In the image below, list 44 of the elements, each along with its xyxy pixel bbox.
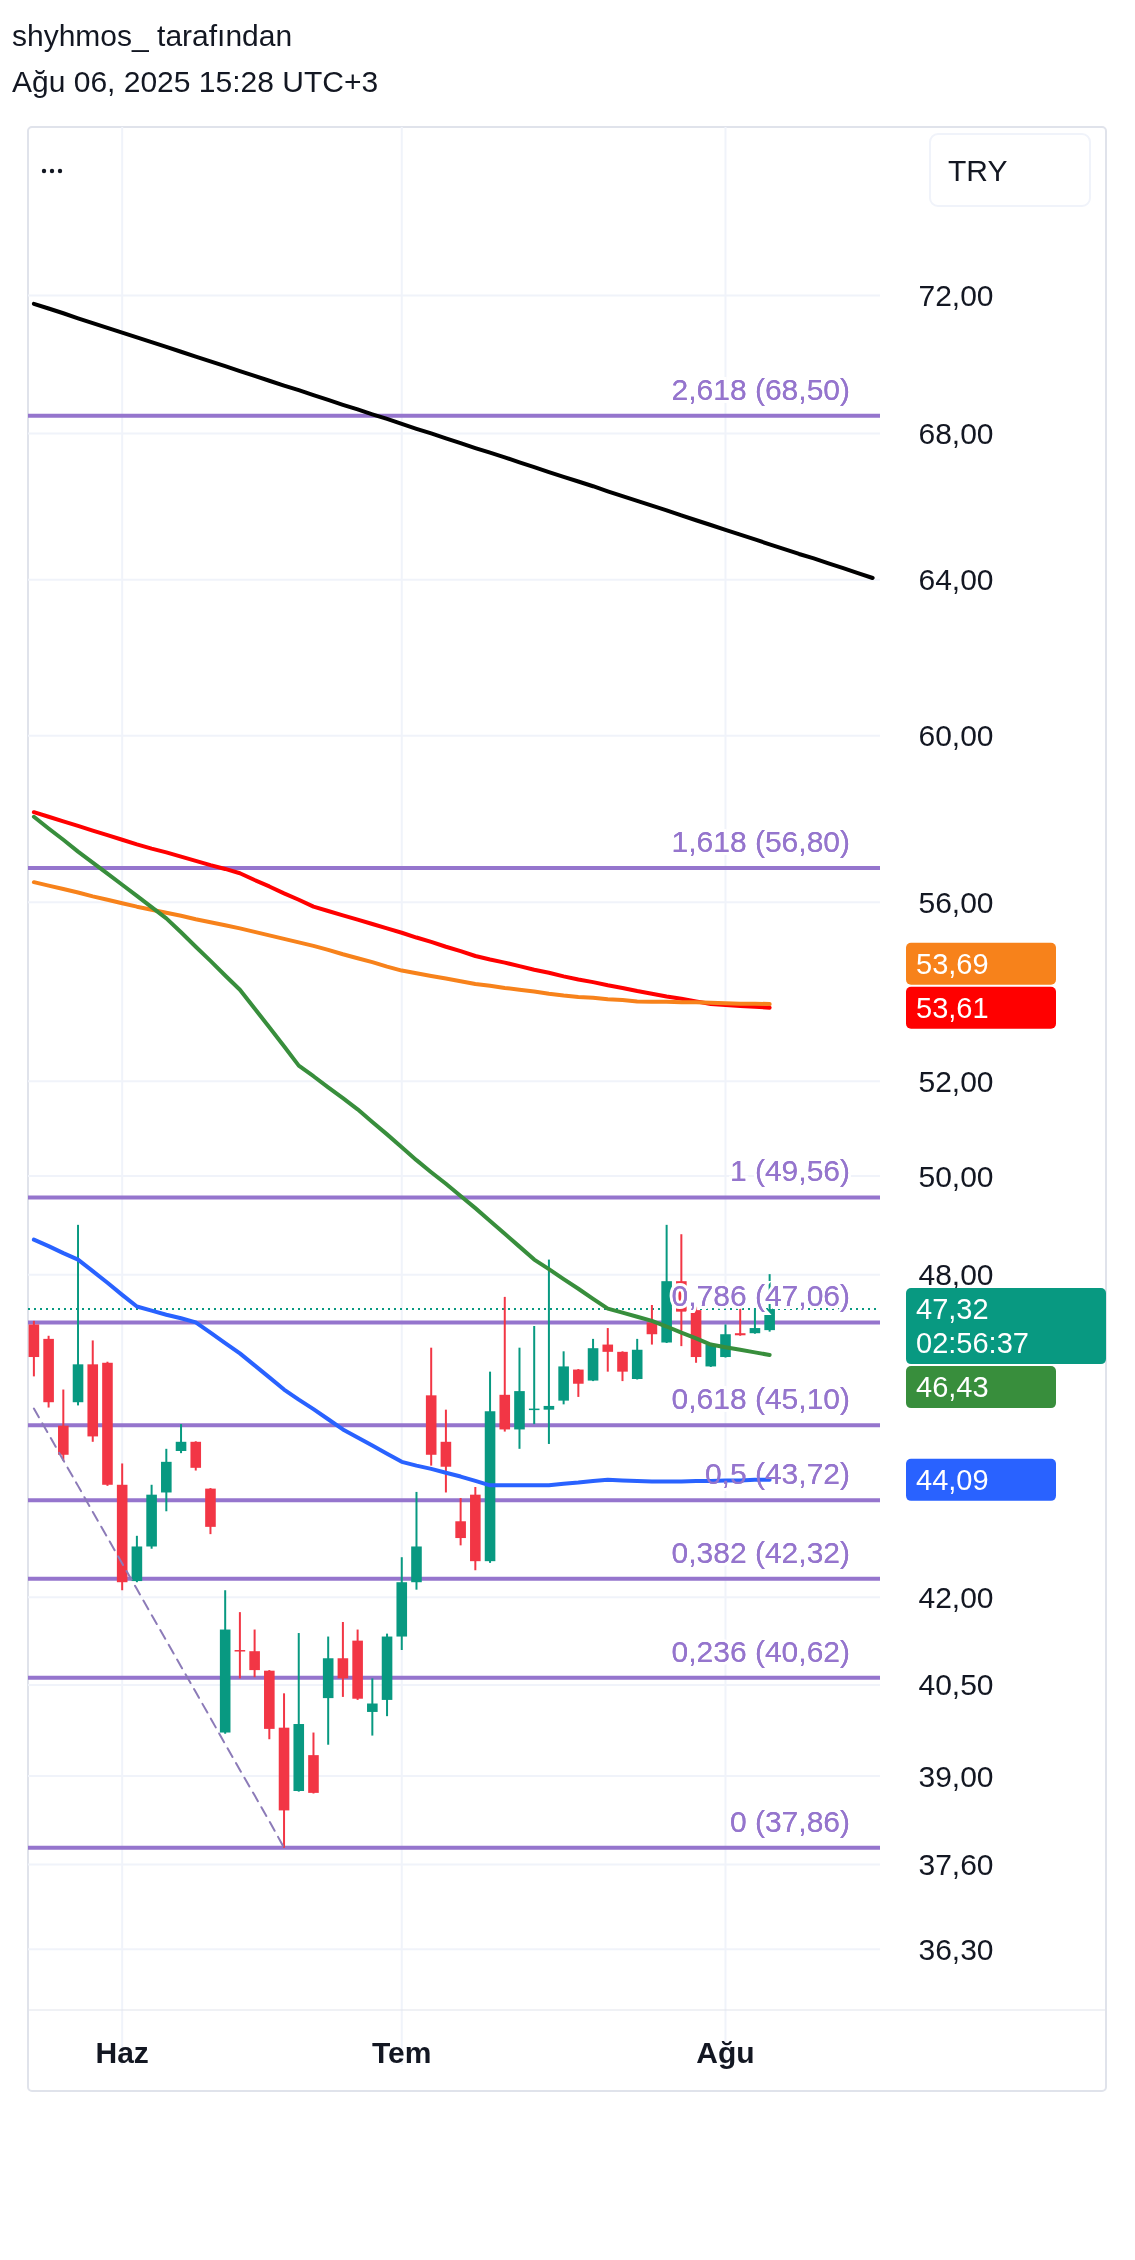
line-series bbox=[31, 301, 875, 580]
chart-subtitle: Ağu 06, 2025 15:28 UTC+3 bbox=[12, 65, 379, 98]
x-tick-label: Tem bbox=[372, 2036, 432, 2069]
candlestick bbox=[337, 1620, 349, 1698]
line-series bbox=[32, 1407, 286, 1849]
y-tick-label: 68,00 bbox=[918, 416, 994, 450]
ref-line-label: 0,618 (45,10) bbox=[671, 1382, 850, 1416]
chart-title: shyhmos_ tarafından bbox=[12, 19, 293, 52]
x-tick-label: Ağu bbox=[696, 2036, 755, 2069]
ref-line-label: 0 (37,86) bbox=[729, 1804, 850, 1838]
y-tick-label: 64,00 bbox=[918, 563, 994, 597]
text: 46,43 bbox=[916, 1371, 989, 1404]
ref-line-label: 1,618 (56,80) bbox=[671, 825, 850, 859]
ref-line-label: 0,236 (40,62) bbox=[671, 1634, 850, 1668]
y-tick-label: 39,00 bbox=[918, 1759, 994, 1793]
ref-line-label: 0,382 (42,32) bbox=[671, 1535, 850, 1569]
y-tick-label: 36,30 bbox=[918, 1932, 994, 1966]
text: 44,09 bbox=[916, 1463, 989, 1496]
y-tick-label: 50,00 bbox=[918, 1159, 994, 1193]
candlestick bbox=[455, 1496, 466, 1547]
candlestick bbox=[602, 1327, 614, 1373]
line-series bbox=[31, 880, 772, 1007]
ref-line-label: 1 (49,56) bbox=[729, 1154, 850, 1188]
candlestick bbox=[234, 1611, 246, 1680]
y-tick-label: 72,00 bbox=[918, 278, 994, 312]
x-tick-label: Haz bbox=[95, 2036, 149, 2069]
y-tick-label: 60,00 bbox=[918, 719, 994, 753]
y-tick-label: 56,00 bbox=[918, 885, 994, 919]
y-tick-label: 48,00 bbox=[918, 1258, 994, 1292]
candlestick bbox=[367, 1677, 378, 1737]
text: 53,61 bbox=[916, 991, 989, 1024]
text: 47,32 bbox=[916, 1293, 989, 1326]
candlestick bbox=[249, 1628, 260, 1679]
text: 53,69 bbox=[916, 947, 989, 980]
candlestick bbox=[175, 1423, 187, 1455]
y-tick-label: 40,50 bbox=[918, 1668, 994, 1702]
candlestick bbox=[573, 1368, 584, 1398]
y-tick-label: 37,60 bbox=[918, 1847, 994, 1881]
y-tick-label: 52,00 bbox=[918, 1064, 994, 1098]
text: TRY bbox=[948, 153, 1008, 187]
ref-line-label: 2,618 (68,50) bbox=[671, 372, 850, 406]
y-tick-label: 42,00 bbox=[918, 1580, 994, 1614]
text: 02:56:37 bbox=[916, 1327, 1029, 1360]
candlestick bbox=[617, 1350, 628, 1383]
